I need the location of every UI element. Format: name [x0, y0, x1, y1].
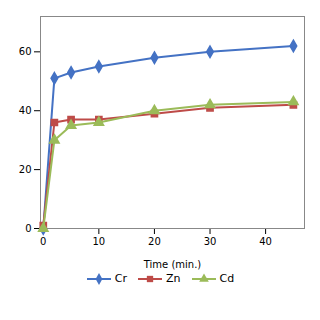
svg-text:60: 60 [19, 46, 32, 57]
html-text:Cd: Cd [219, 272, 235, 285]
svg-text:Time (min.): Time (min.) [143, 259, 202, 270]
svg-text:20: 20 [19, 164, 32, 175]
svg-text:20: 20 [148, 236, 161, 247]
svg-text:10: 10 [92, 236, 105, 247]
html-text:Cr: Cr [114, 272, 127, 285]
svg-text:0: 0 [40, 236, 46, 247]
html-text:Zn: Zn [166, 272, 181, 285]
svg-text:0: 0 [25, 223, 31, 234]
svg-text:40: 40 [19, 105, 32, 116]
svg-text:30: 30 [204, 236, 217, 247]
svg-text:40: 40 [259, 236, 272, 247]
